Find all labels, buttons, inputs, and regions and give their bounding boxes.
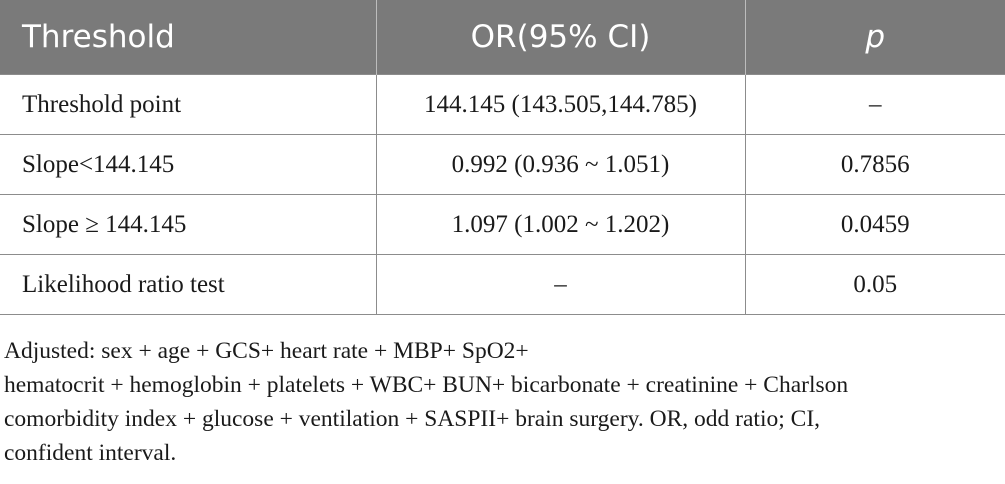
row-or-ci: –	[375, 254, 745, 315]
row-p-value: –	[744, 74, 1005, 135]
footnote-line: Adjusted: sex + age + GCS+ heart rate + …	[4, 338, 529, 364]
header-row: Threshold OR(95% CI) p	[0, 0, 1005, 75]
table-row: Likelihood ratio test – 0.05	[0, 254, 1005, 315]
row-label: Slope ≥ 144.145	[0, 194, 376, 255]
results-table: Threshold OR(95% CI) p Threshold point 1…	[0, 0, 1005, 315]
row-p-value: 0.7856	[744, 134, 1005, 195]
row-or-ci: 144.145 (143.505,144.785)	[375, 74, 745, 135]
row-or-ci: 0.992 (0.936 ~ 1.051)	[375, 134, 745, 195]
header-threshold: Threshold	[0, 0, 376, 75]
table-row: Slope ≥ 144.145 1.097 (1.002 ~ 1.202) 0.…	[0, 194, 1005, 255]
row-label: Slope<144.145	[0, 134, 376, 195]
table-row: Threshold point 144.145 (143.505,144.785…	[0, 74, 1005, 135]
table-body: Threshold point 144.145 (143.505,144.785…	[0, 74, 1005, 315]
table-row: Slope<144.145 0.992 (0.936 ~ 1.051) 0.78…	[0, 134, 1005, 195]
header-p-label: p	[865, 19, 886, 55]
footnote-line: comorbidity index + glucose + ventilatio…	[4, 406, 821, 432]
row-label: Threshold point	[0, 74, 376, 135]
row-label: Likelihood ratio test	[0, 254, 376, 315]
footnote-line: confident interval.	[4, 440, 177, 466]
header-or-ci: OR(95% CI)	[375, 0, 745, 75]
table-header: Threshold OR(95% CI) p	[0, 0, 1005, 75]
row-p-value: 0.05	[744, 254, 1005, 315]
table-footnote: Adjusted: sex + age + GCS+ heart rate + …	[4, 334, 994, 470]
row-p-value: 0.0459	[744, 194, 1005, 255]
header-p-value: p	[744, 0, 1005, 75]
row-or-ci: 1.097 (1.002 ~ 1.202)	[375, 194, 745, 255]
threshold-table: Threshold OR(95% CI) p Threshold point 1…	[0, 0, 1005, 315]
footnote-line: hematocrit + hemoglobin + platelets + WB…	[4, 372, 849, 398]
